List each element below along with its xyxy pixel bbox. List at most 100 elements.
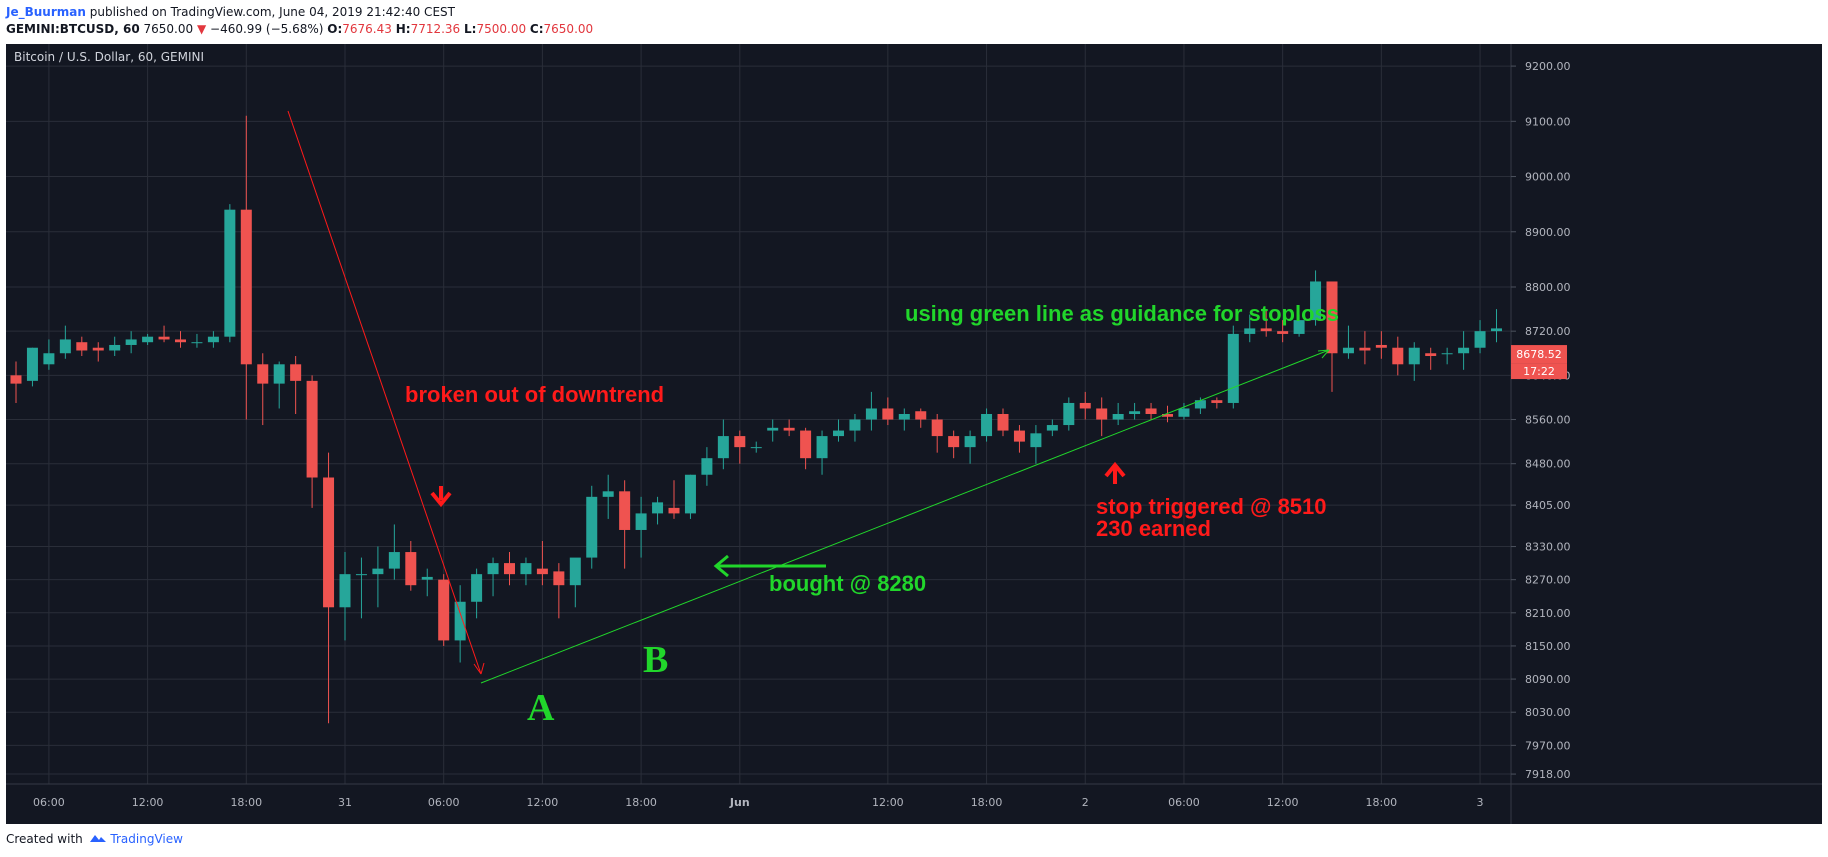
candle-body [1162, 414, 1173, 417]
stop-annotation-line1: stop triggered @ 8510 [1096, 494, 1327, 519]
candle-body [92, 347, 104, 351]
candle-body [1063, 402, 1075, 426]
ohlc-line: GEMINI:BTCUSD, 60 7650.00 ▼ −460.99 (−5.… [6, 21, 593, 38]
price-tick-label: 8900.00 [1525, 226, 1571, 239]
candle-body [1458, 347, 1470, 354]
tradingview-link[interactable]: TradingView [110, 832, 183, 846]
price-tick-label: 9000.00 [1525, 171, 1571, 184]
time-tick-label: 18:00 [1365, 796, 1397, 809]
price-tick-label: 8090.00 [1525, 673, 1571, 686]
candle-body [1441, 353, 1453, 355]
price-tick-label: 8800.00 [1525, 281, 1571, 294]
price-tick-label: 8405.00 [1525, 499, 1571, 512]
countdown-label: 17:22 [1523, 365, 1555, 378]
time-tick-label: 12:00 [1267, 796, 1299, 809]
last-price-badge [1511, 345, 1567, 364]
candle-body [1359, 347, 1371, 351]
candle-body [1491, 328, 1502, 332]
candle-body [635, 513, 647, 530]
breakout-arrow-down-icon [430, 486, 452, 508]
time-tick-label: 12:00 [132, 796, 164, 809]
price-tick-label: 7918.00 [1525, 768, 1571, 781]
downtrend-line [287, 110, 482, 675]
candle-body [290, 364, 302, 381]
candlestick-chart[interactable]: broken out of downtrend using green line… [6, 44, 1822, 824]
chart-area[interactable]: broken out of downtrend using green line… [6, 44, 1822, 824]
footer: Created with TradingView [6, 832, 183, 846]
candle-body [1013, 430, 1025, 442]
annotations: broken out of downtrend using green line… [287, 110, 1339, 729]
time-tick-label: 31 [338, 796, 352, 809]
downtrend-arrowhead-icon [473, 662, 485, 675]
candle-body [1046, 425, 1058, 431]
candle-body [405, 552, 417, 586]
price-tick-label: 9200.00 [1525, 60, 1571, 73]
price-tick-label: 8210.00 [1525, 607, 1571, 620]
candle-body [931, 419, 943, 437]
chart-title: Bitcoin / U.S. Dollar, 60, GEMINI [14, 50, 204, 64]
candle-body [487, 563, 499, 575]
candles [10, 115, 1502, 724]
candle-body [783, 427, 795, 431]
support-arrowhead-icon [1317, 349, 1330, 359]
candle-body [668, 507, 680, 514]
candle-body [750, 447, 762, 449]
candle-body [125, 339, 137, 345]
candle-body [191, 342, 203, 344]
time-tick-label: 12:00 [872, 796, 904, 809]
candle-body [1145, 408, 1157, 414]
candle-body [372, 568, 384, 575]
green-line-annotation: using green line as guidance for stoplos… [905, 301, 1339, 326]
last-price-label: 8678.52 [1516, 348, 1562, 361]
candle-body [10, 375, 22, 384]
candle-body [1112, 414, 1124, 420]
price-tick-label: 8030.00 [1525, 706, 1571, 719]
candle-body [1129, 411, 1141, 414]
candle-body [1227, 333, 1239, 403]
price-tick-label: 8150.00 [1525, 640, 1571, 653]
candle-body [800, 430, 812, 459]
time-tick-label: 18:00 [625, 796, 657, 809]
time-tick-label: 12:00 [527, 796, 559, 809]
candle-body [1293, 320, 1305, 334]
candle-body [1178, 408, 1190, 417]
time-tick-label: 06:00 [33, 796, 65, 809]
candle-body [520, 563, 532, 575]
candle-body [602, 491, 614, 497]
candle-body [1277, 331, 1289, 334]
candle-body [717, 436, 729, 459]
candle-body [1079, 402, 1091, 409]
candle-body [43, 353, 55, 365]
author-link[interactable]: Je_Buurman [6, 5, 86, 19]
candle-body [339, 574, 351, 608]
price-tick-label: 8560.00 [1525, 414, 1571, 427]
candle-body [26, 347, 38, 381]
time-axis[interactable]: 06:00 12:00 18:00 31 06:00 12:00 18:00 Jun 12:00… [6, 783, 1822, 809]
close-label: C: [529, 22, 544, 36]
candle-body [652, 502, 664, 514]
candle-body [1096, 408, 1108, 420]
candle-body [701, 458, 713, 475]
price-tick-label: 8720.00 [1525, 325, 1571, 338]
candle-body [158, 336, 170, 340]
candle-body [1260, 328, 1272, 332]
created-with-label: Created with [6, 832, 83, 846]
low-value: 7500.00 [476, 22, 527, 36]
candle-body [273, 364, 285, 384]
candle-body [109, 344, 121, 351]
candle-body [1326, 281, 1338, 354]
last-price: 7650.00 [143, 22, 194, 36]
open-label: O: [327, 22, 343, 36]
low-label: L: [464, 22, 477, 36]
support-line [480, 349, 1330, 684]
candle-body [569, 557, 581, 586]
price-axis[interactable]: 9200.00 9100.00 9000.00 8900.00 8800.00 8720.… [1510, 44, 1571, 824]
chart-header: Je_Buurman published on TradingView.com,… [6, 4, 593, 38]
publish-line: Je_Buurman published on TradingView.com,… [6, 4, 593, 21]
high-label: H: [395, 22, 411, 36]
candle-body [833, 430, 844, 437]
candle-body [816, 436, 828, 459]
candle-body [882, 408, 894, 420]
candle-body [1342, 347, 1354, 354]
candle-body [323, 477, 335, 608]
